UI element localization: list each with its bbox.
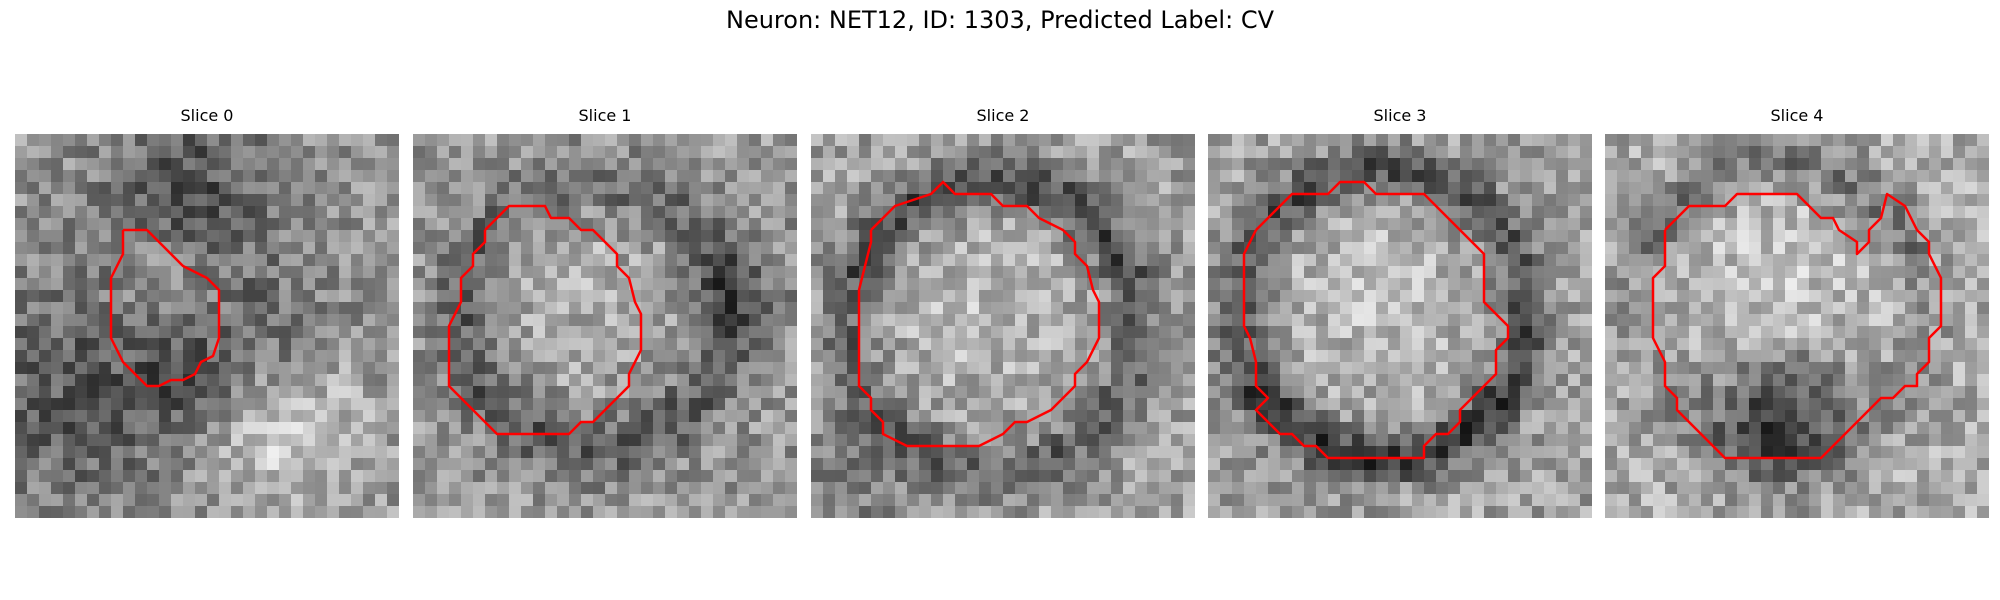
segmentation-contour — [857, 180, 1101, 448]
slice-panel-3: Slice 3 — [1208, 106, 1592, 520]
slice-panel-0: Slice 0 — [15, 106, 399, 520]
slice-title: Slice 0 — [180, 106, 234, 125]
micrograph-image — [413, 134, 797, 518]
slice-panel-4: Slice 4 — [1605, 106, 1989, 520]
micrograph-image — [1605, 134, 1989, 518]
slice-title: Slice 2 — [976, 106, 1030, 125]
segmentation-contour — [1651, 192, 1943, 460]
pixel-grid — [1208, 134, 1592, 518]
micrograph-image — [1208, 134, 1592, 518]
segmentation-contour — [109, 228, 221, 388]
slice-panel-1: Slice 1 — [413, 106, 797, 520]
pixel-grid — [15, 134, 399, 518]
pixel-grid — [1605, 134, 1989, 518]
slice-title: Slice 3 — [1373, 106, 1427, 125]
segmentation-contour — [1242, 180, 1510, 460]
slice-title: Slice 4 — [1770, 106, 1824, 125]
slice-panel-2: Slice 2 — [811, 106, 1195, 520]
figure-title: Neuron: NET12, ID: 1303, Predicted Label… — [726, 6, 1274, 34]
pixel-grid — [413, 134, 797, 518]
pixel-grid — [811, 134, 1195, 518]
slice-title: Slice 1 — [578, 106, 632, 125]
segmentation-contour — [447, 204, 643, 436]
micrograph-image — [15, 134, 399, 518]
micrograph-image — [811, 134, 1195, 518]
